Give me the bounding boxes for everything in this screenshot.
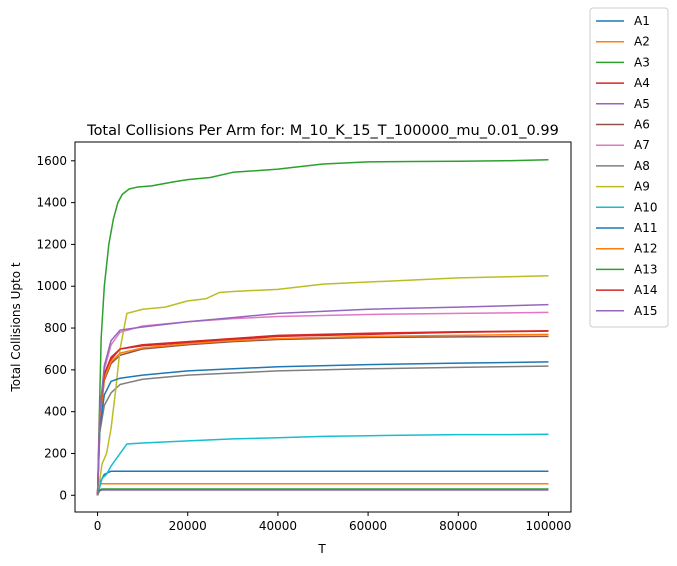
legend-frame — [589, 7, 669, 328]
x-tick-label: 20000 — [169, 519, 207, 533]
series-line-a11 — [96, 361, 549, 496]
legend-label-a3: A3 — [634, 55, 650, 69]
y-tick-label: 200 — [44, 446, 67, 460]
legend-label-a6: A6 — [634, 118, 650, 132]
y-tick-label: 600 — [44, 363, 67, 377]
legend-label-a2: A2 — [634, 35, 650, 49]
y-tick-label: 1400 — [36, 196, 67, 210]
x-tick-label: 60000 — [349, 519, 387, 533]
series-line-a15 — [96, 303, 549, 496]
y-axis: 0 200 400 600 800 1000 1200 1400 1600 — [36, 154, 75, 502]
legend-label-a15: A15 — [634, 304, 657, 318]
y-tick-label: 1000 — [36, 279, 67, 293]
legend-label-a10: A10 — [634, 200, 657, 214]
legend-label-a8: A8 — [634, 159, 650, 173]
series-line-a3 — [96, 159, 549, 496]
series-line-a10 — [96, 433, 549, 496]
legend-label-a1: A1 — [634, 14, 650, 28]
y-axis-label: Total Collisions Upto t — [9, 262, 23, 392]
x-tick-label: 0 — [94, 519, 102, 533]
plot-area — [74, 141, 572, 513]
chart-title: Total Collisions Per Arm for: M_10_K_15_… — [86, 123, 559, 139]
x-tick-label: 40000 — [259, 519, 297, 533]
plot-frame — [74, 141, 572, 513]
legend-label-a9: A9 — [634, 180, 650, 194]
series-layer — [96, 159, 549, 496]
series-line-a8 — [96, 365, 549, 496]
legend-label-a4: A4 — [634, 76, 650, 90]
series-line-a7 — [96, 311, 549, 496]
x-axis: 0 20000 40000 60000 80000 100000 — [94, 512, 572, 533]
legend-label-a11: A11 — [634, 221, 657, 235]
x-tick-label: 80000 — [439, 519, 477, 533]
legend-label-a14: A14 — [634, 283, 657, 297]
x-tick-label: 100000 — [526, 519, 572, 533]
series-line-a13 — [96, 488, 549, 496]
legend: A1 A2 A3 A4 A5 A6 A7 A8 A9 A10 A11 A12 A13 A14 A15 — [589, 7, 669, 328]
y-tick-label: 800 — [44, 321, 67, 335]
y-tick-label: 400 — [44, 405, 67, 419]
y-tick-label: 0 — [59, 488, 67, 502]
series-line-a9 — [96, 275, 549, 496]
x-axis-label: T — [317, 542, 326, 556]
y-tick-label: 1600 — [36, 154, 67, 168]
y-tick-label: 1200 — [36, 237, 67, 251]
legend-label-a13: A13 — [634, 262, 657, 276]
series-line-a5 — [96, 489, 549, 496]
legend-label-a5: A5 — [634, 97, 650, 111]
legend-label-a12: A12 — [634, 242, 657, 256]
legend-label-a7: A7 — [634, 138, 650, 152]
